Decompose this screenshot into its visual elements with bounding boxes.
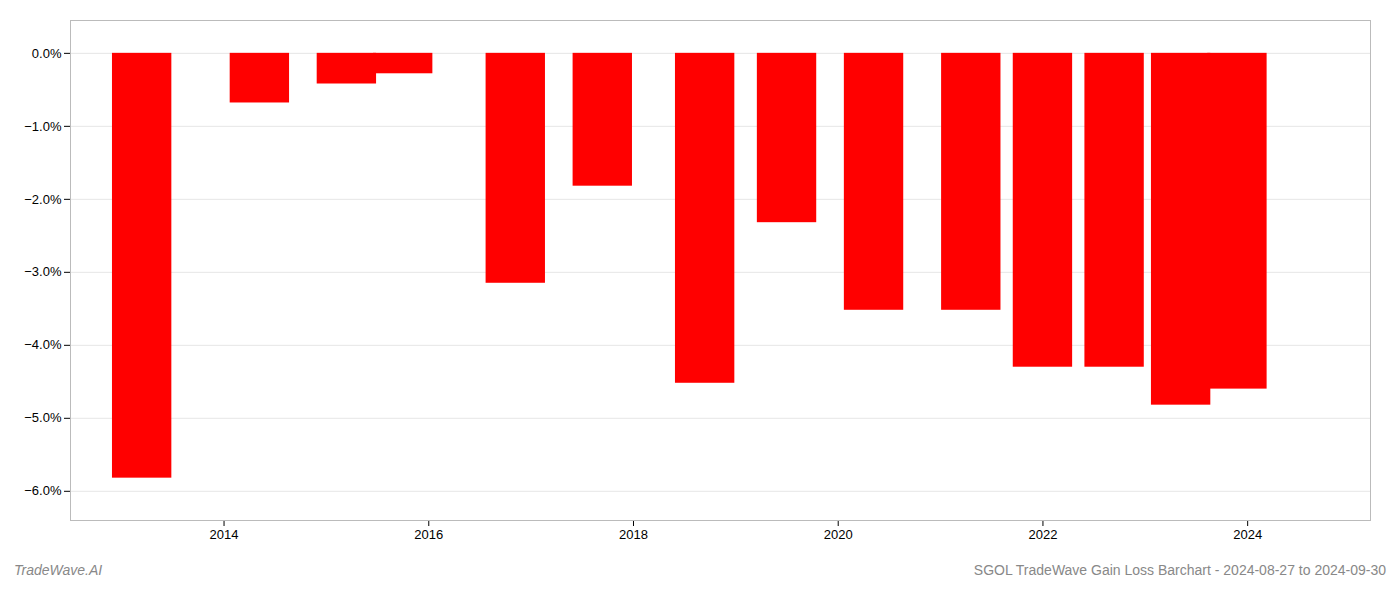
html-text:TradeWave.AI: TradeWave.AI [14, 562, 103, 578]
svg-text:2016: 2016 [414, 527, 443, 542]
svg-text:−1.0%: −1.0% [24, 118, 62, 133]
svg-text:0.0%: 0.0% [32, 46, 62, 61]
svg-text:−2.0%: −2.0% [24, 191, 62, 206]
svg-text:2020: 2020 [824, 527, 853, 542]
svg-text:2022: 2022 [1028, 527, 1057, 542]
html-text:SGOL TradeWave Gain Loss Barch: SGOL TradeWave Gain Loss Barchart - 2024… [973, 562, 1386, 578]
svg-text:−3.0%: −3.0% [24, 264, 62, 279]
svg-text:2018: 2018 [619, 527, 648, 542]
svg-text:−6.0%: −6.0% [24, 483, 62, 498]
svg-text:2014: 2014 [210, 527, 239, 542]
svg-text:−5.0%: −5.0% [24, 410, 62, 425]
svg-text:2024: 2024 [1233, 527, 1262, 542]
svg-text:−4.0%: −4.0% [24, 337, 62, 352]
